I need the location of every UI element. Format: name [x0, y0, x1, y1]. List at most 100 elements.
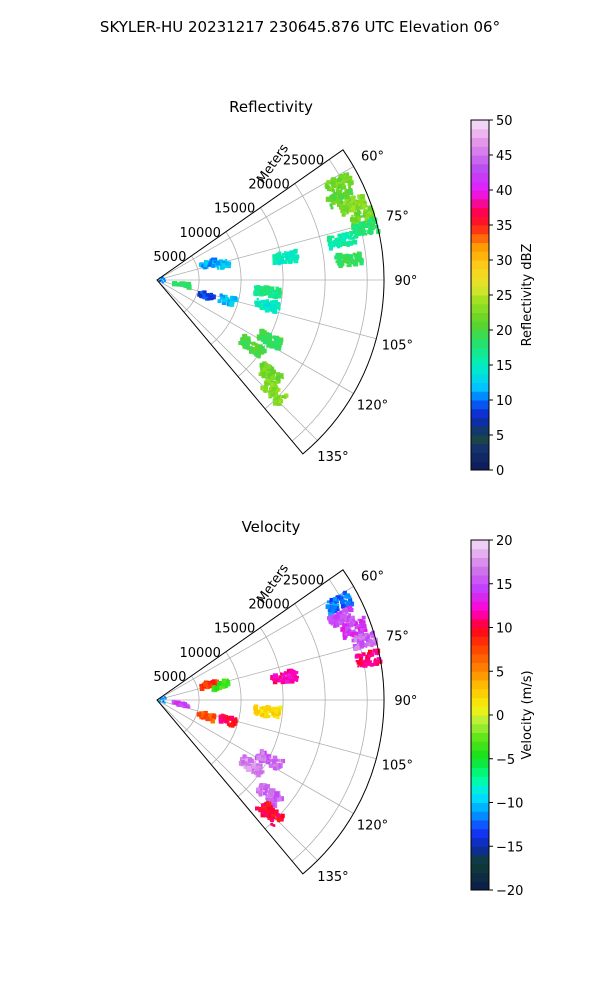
colorbar-segment [471, 286, 489, 296]
radar-echo [355, 206, 360, 211]
radar-echo [331, 235, 335, 239]
radar-echo [341, 232, 347, 238]
radar-echo [268, 762, 271, 765]
radar-echo [342, 591, 346, 595]
radar-echo [257, 351, 262, 356]
radar-echo [365, 212, 370, 218]
radar-echo [363, 208, 367, 212]
radar-echo [182, 701, 186, 706]
radar-echo [363, 226, 366, 229]
radar-echo [341, 212, 346, 217]
radar-echo [364, 233, 368, 236]
radar-echo [325, 604, 331, 609]
radar-echo [339, 615, 344, 620]
radar-echo [162, 699, 165, 702]
radar-echo [277, 765, 281, 769]
radar-echo [340, 599, 345, 605]
colorbar-segment [471, 636, 489, 646]
radar-echo [273, 262, 277, 265]
radar-echo [282, 672, 286, 676]
radar-echo [274, 295, 278, 298]
radar-echo [340, 186, 344, 191]
radar-echo [350, 192, 354, 196]
radar-echo [264, 801, 267, 805]
colorbar-segment [471, 811, 489, 821]
radar-echo [362, 621, 365, 624]
radar-echo [266, 371, 269, 374]
radar-echo [274, 715, 277, 718]
radar-echo [163, 701, 166, 704]
radar-echo [330, 198, 333, 202]
radar-echo [263, 786, 266, 789]
radar-echo [348, 623, 354, 628]
radar-echo [334, 614, 337, 617]
radar-echo [260, 335, 266, 341]
colorbar-segment [471, 207, 489, 217]
colorbar-segment [471, 548, 489, 558]
azimuth-tick-label: 75° [386, 210, 409, 225]
radar-echo [353, 623, 356, 627]
radar-echo [360, 635, 365, 640]
radar-echo [291, 678, 295, 681]
radar-echo [364, 626, 367, 630]
radar-echo [340, 264, 344, 268]
radar-echo [342, 623, 346, 628]
radar-echo [184, 283, 190, 288]
colorbar-segment [471, 575, 489, 585]
radar-echo [331, 193, 336, 198]
radar-echo [278, 373, 284, 379]
radar-echo [222, 260, 226, 264]
radar-echo [365, 645, 368, 648]
radar-echo [337, 186, 341, 190]
radar-echo [364, 224, 368, 228]
radar-echo [348, 180, 354, 186]
radar-echo [274, 792, 280, 797]
radar-echo [352, 240, 356, 244]
colorbar-segment [471, 216, 489, 226]
radar-echo [218, 718, 224, 724]
colorbar-segment [471, 566, 489, 576]
colorbar-segment [471, 767, 489, 777]
radar-echo [263, 303, 267, 307]
radar-echo [272, 679, 278, 685]
radar-echo [259, 306, 264, 311]
radar-echo [205, 716, 210, 721]
colorbar-segment [471, 251, 489, 261]
colorbar-tick-label: 5 [496, 665, 504, 680]
radar-echo [361, 199, 365, 202]
radar-echo [372, 663, 376, 667]
radar-echo [278, 675, 283, 680]
colorbar-segment [471, 741, 489, 751]
radar-echo [283, 671, 288, 676]
radar-echo [329, 619, 334, 625]
radar-echo [265, 332, 270, 337]
radar-echo [232, 721, 237, 726]
radar-echo [363, 652, 366, 655]
range-tick-label: 5000 [153, 250, 186, 265]
radar-echo [347, 616, 351, 620]
radar-echo [329, 597, 335, 603]
radar-echo [248, 341, 252, 345]
radar-echo [348, 202, 354, 208]
radar-echo [264, 381, 269, 386]
radar-echo [356, 641, 360, 644]
radar-echo [357, 627, 362, 631]
radar-echo [349, 256, 353, 260]
azimuth-gridline [156, 279, 318, 441]
radar-echo [371, 215, 375, 219]
radar-echo [337, 252, 343, 258]
radar-echo [222, 714, 227, 719]
radar-echo [270, 822, 274, 826]
radar-echo [186, 705, 190, 709]
radar-echo [352, 618, 355, 621]
colorbar-segment [471, 356, 489, 366]
radar-echo [357, 203, 361, 207]
radar-echo [269, 304, 274, 310]
radar-echo [376, 652, 380, 656]
radar-echo [201, 264, 205, 268]
radar-echo [269, 809, 275, 815]
radar-echo [271, 788, 276, 792]
radar-echo [264, 307, 270, 313]
radar-echo [215, 679, 220, 684]
radar-echo [259, 783, 263, 788]
